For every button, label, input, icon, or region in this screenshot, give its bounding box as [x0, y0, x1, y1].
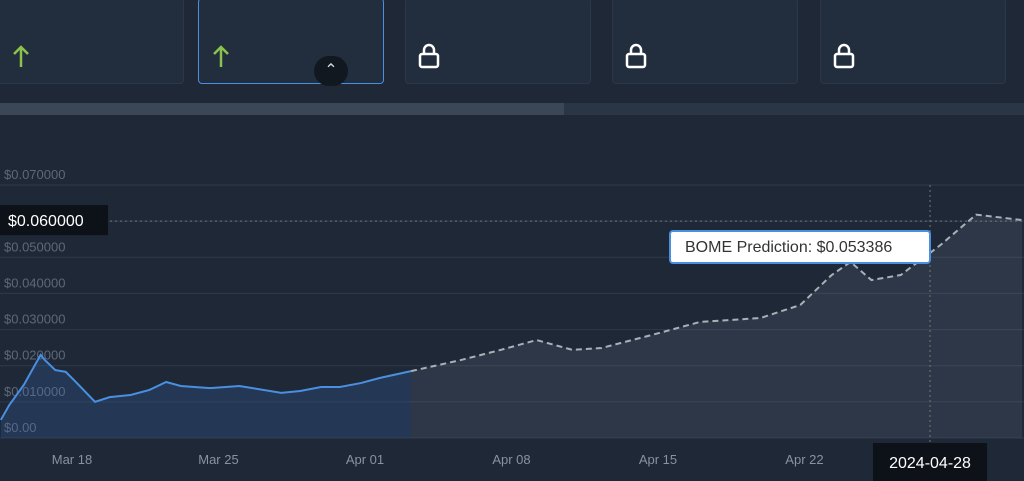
x-tick-label: Mar 18: [52, 452, 92, 467]
scrollbar-thumb[interactable]: [0, 103, 564, 115]
area: [411, 214, 1023, 438]
line: [410, 213, 1023, 373]
up-arrow-icon: [213, 45, 229, 67]
crosshair-y-label: $0.060000: [8, 213, 84, 230]
area: [0, 354, 412, 438]
chart: $0.00 $0.010000 $0.020000 $0.030000 $0.04000…: [0, 167, 1024, 481]
y-tick-label: $0.00: [4, 420, 37, 435]
x-tick-label: Apr 08: [492, 452, 530, 467]
x-tick-label: Apr 01: [346, 452, 384, 467]
crosshair-y-box: [0, 205, 108, 236]
y-tick-label: $0.020000: [4, 348, 65, 363]
collapse-button[interactable]: ⌃: [314, 56, 348, 86]
scrollbar-track: [0, 103, 1024, 115]
crosshair-x-box: [873, 443, 988, 481]
prediction-card[interactable]: [198, 0, 384, 84]
x-tick-label: Mar 25: [198, 452, 238, 467]
y-tick-label: $0.050000: [4, 239, 65, 254]
x-tick-label: Apr 15: [639, 452, 677, 467]
up-arrow-icon: [13, 45, 29, 67]
lock-icon: [833, 43, 855, 69]
y-tick-label: $0.070000: [4, 167, 65, 182]
prediction-card[interactable]: [405, 0, 591, 84]
y-tick-label: $0.040000: [4, 275, 65, 290]
y-tick-label: $0.030000: [4, 312, 65, 327]
lock-icon: [418, 43, 440, 69]
line: [0, 353, 412, 421]
lock-icon: [625, 43, 647, 69]
crosshair-x-label: 2024-04-28: [889, 455, 971, 472]
prediction-card[interactable]: [0, 0, 184, 84]
x-tick-label: Apr 22: [785, 452, 823, 467]
tooltip-text: BOME Prediction: $0.053386: [685, 239, 892, 256]
y-tick-label: $0.010000: [4, 384, 65, 399]
prediction-card[interactable]: [820, 0, 1006, 84]
tooltip-box: [669, 229, 931, 264]
prediction-card[interactable]: [612, 0, 798, 84]
